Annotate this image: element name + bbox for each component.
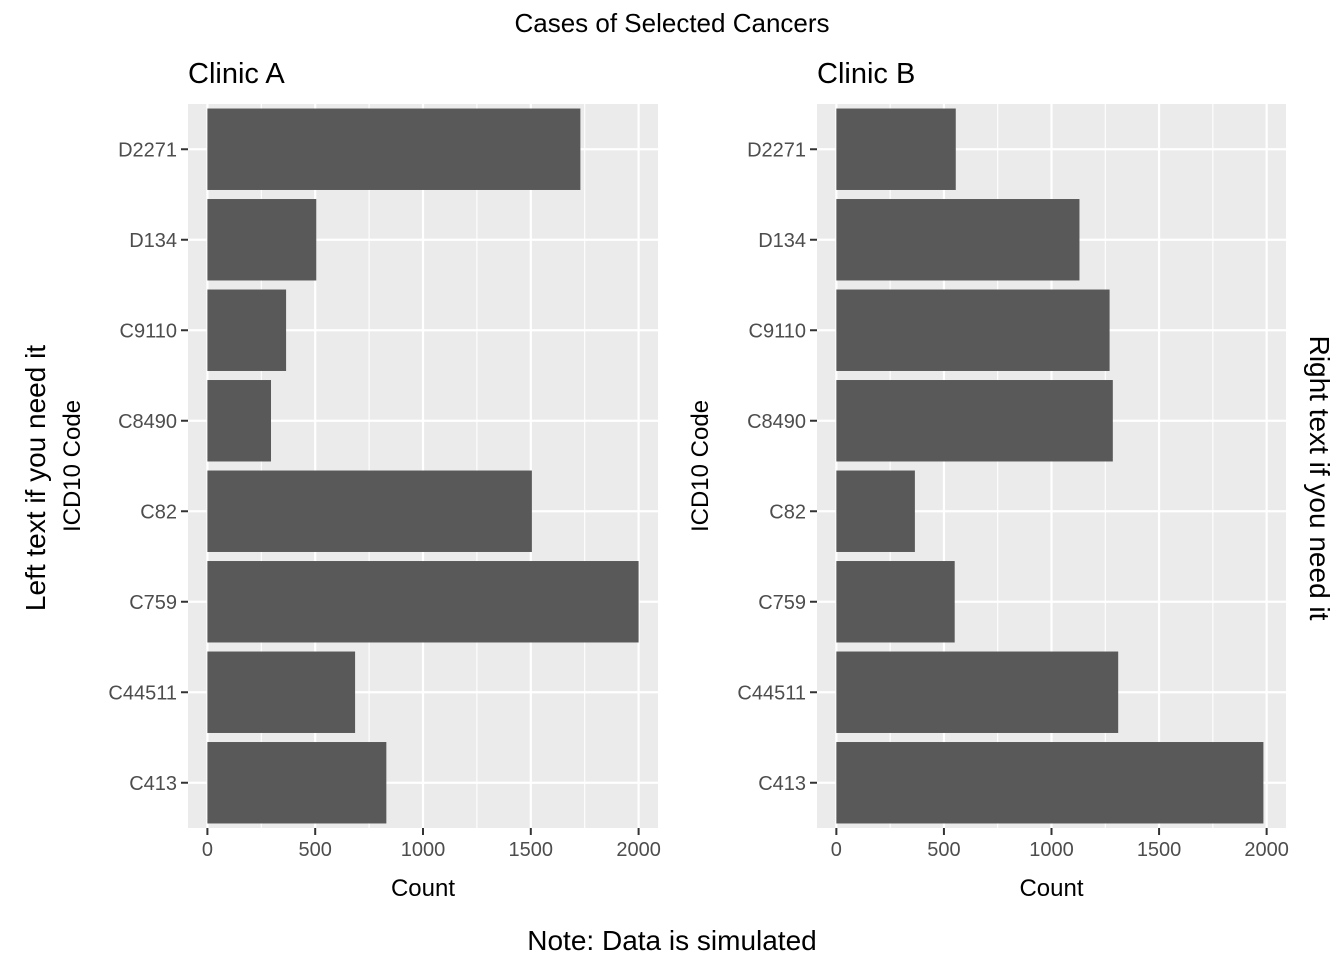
bar-c8490 [207, 380, 272, 462]
bar-c9110 [836, 289, 1110, 371]
y-tick-label: D134 [758, 230, 806, 252]
y-tick-label: C44511 [737, 682, 806, 704]
bar-d2271 [836, 108, 956, 190]
clinic-b-panel: D2271 D134 C9110 C8490 C82 C759 C44511 C413 0 500… [687, 58, 1289, 902]
bar-c413 [207, 742, 387, 824]
y-tick-label: D2271 [118, 139, 177, 161]
bar-c82 [836, 470, 915, 552]
clinic-a-y-axis-title: ICD10 Code [59, 400, 86, 532]
chart-title: Cases of Selected Cancers [514, 8, 829, 38]
y-tick-label: C8490 [747, 411, 806, 433]
y-tick-label: C82 [769, 501, 806, 523]
clinic-b-x-axis-title: Count [1019, 875, 1083, 902]
x-tick-label: 1500 [1137, 839, 1182, 861]
bar-d134 [836, 199, 1080, 281]
x-tick-label: 500 [299, 839, 332, 861]
y-tick-label: C9110 [120, 320, 177, 342]
bar-c9110 [207, 289, 287, 371]
y-tick-label: C8490 [118, 411, 177, 433]
clinic-a-x-axis-title: Count [391, 875, 455, 902]
x-tick-label: 2000 [616, 839, 661, 861]
clinic-a-panel: D2271 D134 C9110 C8490 C82 C759 C44511 C413 0 500… [59, 58, 661, 902]
bar-c413 [836, 742, 1264, 824]
bar-c8490 [836, 380, 1113, 462]
x-tick-label: 1000 [1029, 839, 1074, 861]
clinic-b-panel-title: Clinic B [817, 58, 915, 90]
x-tick-label: 1500 [509, 839, 554, 861]
x-tick-label: 0 [202, 839, 213, 861]
clinic-a-panel-title: Clinic A [188, 58, 285, 90]
y-tick-label: D134 [129, 230, 177, 252]
y-tick-label: D2271 [747, 139, 806, 161]
clinic-b-y-axis-title: ICD10 Code [687, 400, 714, 532]
left-side-text: Left text if you need it [20, 345, 51, 611]
x-tick-label: 2000 [1244, 839, 1289, 861]
right-side-text: Right text if you need it [1304, 336, 1335, 621]
y-tick-label: C413 [758, 773, 806, 795]
bar-d134 [207, 199, 317, 281]
y-tick-label: C9110 [749, 320, 806, 342]
bar-c44511 [207, 651, 356, 733]
x-tick-label: 1000 [401, 839, 446, 861]
bar-c44511 [836, 651, 1119, 733]
bar-c759 [207, 561, 639, 643]
y-tick-label: C82 [140, 501, 177, 523]
x-tick-label: 500 [927, 839, 960, 861]
y-tick-label: C44511 [108, 682, 177, 704]
bar-c82 [207, 470, 532, 552]
note-text: Note: Data is simulated [527, 925, 816, 956]
y-tick-label: C413 [129, 773, 177, 795]
y-tick-label: C759 [758, 592, 806, 614]
x-tick-label: 0 [831, 839, 842, 861]
y-tick-label: C759 [129, 592, 177, 614]
bar-c759 [836, 561, 955, 643]
bar-d2271 [207, 108, 581, 190]
